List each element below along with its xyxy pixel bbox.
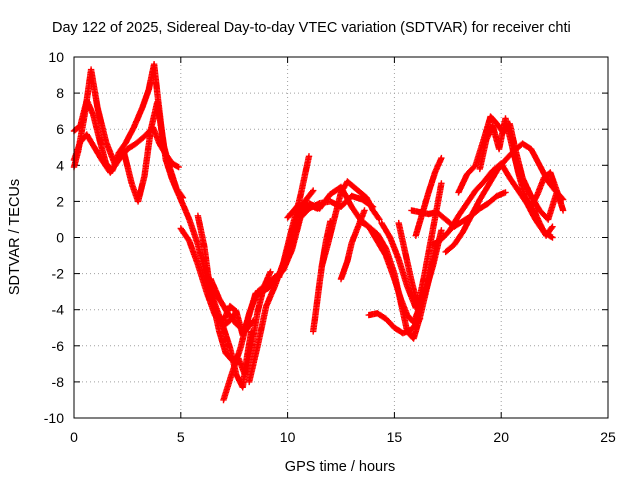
data-series — [70, 61, 567, 404]
y-tick-label: 10 — [48, 49, 64, 65]
y-tick-label: -8 — [52, 374, 65, 390]
x-tick-label: 15 — [387, 429, 403, 445]
series-s14 — [318, 178, 383, 270]
y-tick-labels: -10 -8 -6 -4 -2 0 2 4 6 8 10 — [44, 49, 64, 426]
data-point-marks — [318, 178, 383, 270]
y-tick-label: 0 — [56, 230, 64, 246]
x-tick-label: 10 — [280, 429, 296, 445]
plot-frame — [73, 56, 609, 419]
y-tick-label: -2 — [52, 266, 65, 282]
x-axis-label: GPS time / hours — [285, 459, 395, 475]
x-tick-label: 20 — [493, 429, 509, 445]
series-s26 — [530, 205, 556, 239]
y-tick-label: -6 — [52, 338, 65, 354]
x-tick-label: 5 — [177, 429, 185, 445]
y-tick-label: -4 — [52, 302, 65, 318]
x-tick-label: 0 — [70, 429, 78, 445]
data-point-marks — [412, 154, 445, 239]
series-s15 — [337, 207, 368, 283]
data-point-marks — [530, 205, 556, 239]
y-tick-label: 4 — [56, 157, 64, 173]
series-s19 — [395, 180, 445, 310]
y-tick-label: -10 — [44, 410, 64, 426]
x-tick-label: 25 — [600, 429, 616, 445]
chart-title: Day 122 of 2025, Sidereal Day-to-day VTE… — [52, 20, 571, 36]
series-s21 — [412, 154, 445, 239]
y-tick-label: 2 — [56, 193, 64, 209]
series-s25 — [476, 115, 567, 214]
y-axis-label: SDTVAR / TECUs — [7, 179, 23, 295]
data-point-marks — [365, 310, 424, 337]
x-tick-labels: 0 5 10 15 20 25 — [70, 429, 616, 445]
series-s17 — [365, 310, 424, 337]
data-point-marks — [476, 115, 567, 214]
data-point-marks — [395, 180, 445, 310]
data-point-marks — [337, 207, 368, 283]
y-tick-label: 8 — [56, 85, 64, 101]
y-tick-label: 6 — [56, 121, 64, 137]
